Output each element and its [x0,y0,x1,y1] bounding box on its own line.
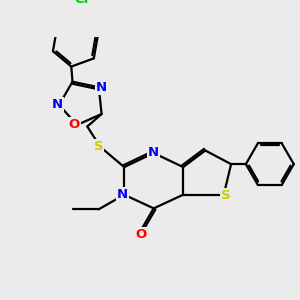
Text: N: N [96,81,107,94]
Text: N: N [148,146,159,159]
Text: O: O [68,118,80,131]
Text: N: N [117,188,128,201]
Text: O: O [135,228,146,242]
Text: Cl: Cl [74,0,88,6]
Text: S: S [94,140,103,153]
Text: N: N [52,98,63,112]
Text: S: S [221,189,230,202]
